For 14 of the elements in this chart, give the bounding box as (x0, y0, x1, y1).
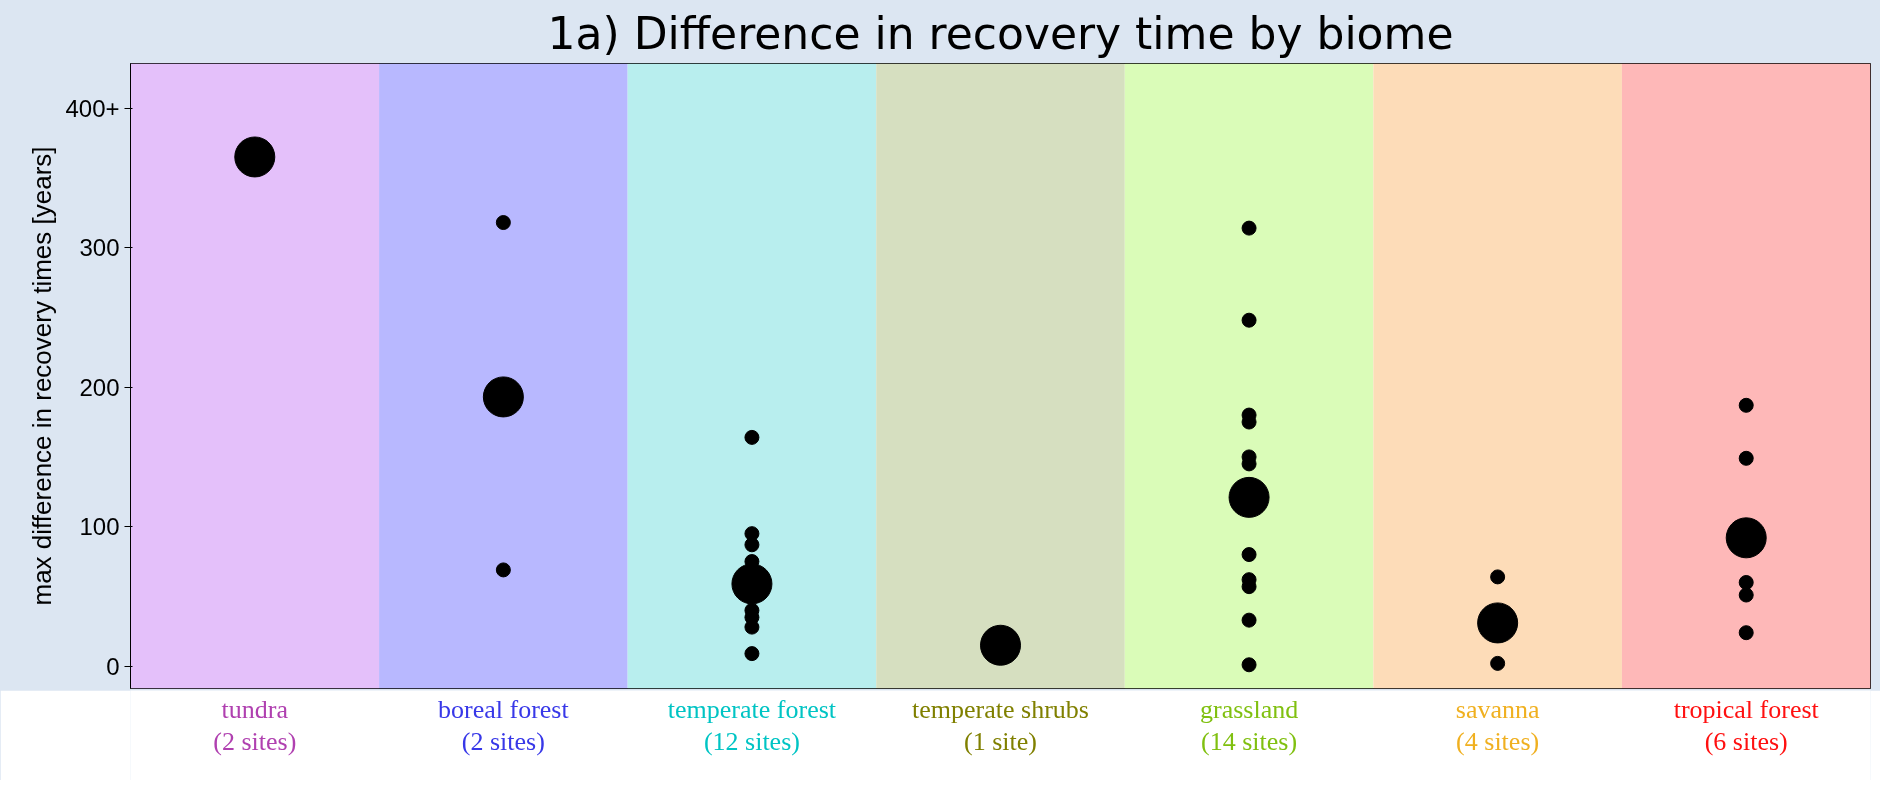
y-tick-label: 100 (79, 513, 120, 541)
y-tick-label: 300 (79, 234, 120, 262)
x-tick-label: temperate forest (12 sites) (667, 695, 837, 756)
x-tick-label: grassland (14 sites) (1199, 695, 1299, 756)
chart-title: 1a) Difference in recovery time by biome (547, 7, 1454, 59)
y-tick-label: 200 (79, 373, 120, 401)
x-tick-label: tropical forest (6 sites) (1673, 695, 1820, 756)
y-axis-title: max difference in recovery times [years] (27, 146, 58, 606)
y-tick-label: 400+ (65, 94, 120, 122)
x-tick-label: boreal forest (2 sites) (438, 695, 570, 756)
x-tick-label: temperate shrubs (1 site) (912, 695, 1089, 756)
x-tick-label: tundra (2 sites) (213, 695, 297, 756)
x-tick-label: savanna (4 sites) (1455, 695, 1540, 756)
y-tick-label: 0 (106, 652, 120, 680)
